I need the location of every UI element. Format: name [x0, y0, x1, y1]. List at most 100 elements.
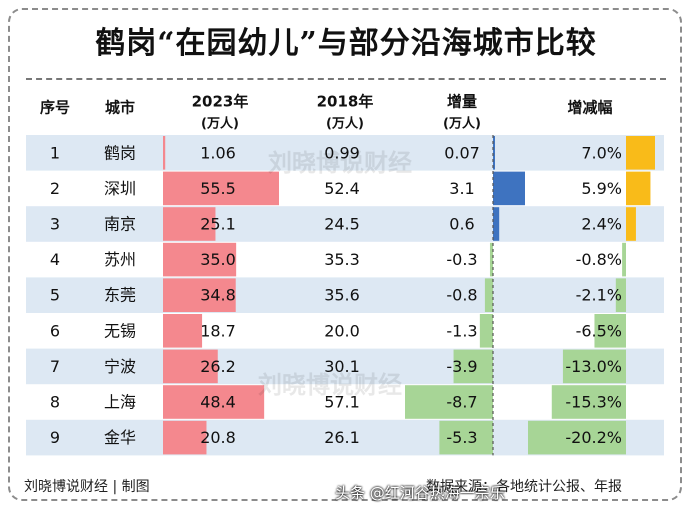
cell-index: 9: [50, 428, 60, 447]
bar-change: [493, 207, 500, 241]
cell-index: 2: [50, 179, 60, 198]
bar-rate: [626, 171, 651, 206]
bar-rate: [615, 278, 626, 312]
bar-rate: [626, 207, 636, 241]
bar-change: [439, 420, 493, 455]
footer-source: 数据来源：各地统计公报、年报: [426, 479, 622, 495]
bar-2023: [163, 207, 216, 241]
cell-rate: 7.0%: [581, 143, 622, 162]
page-title: 鹤岗“在园幼儿”与部分沿海城市比较: [95, 26, 597, 61]
cell-2023: 25.1: [200, 215, 236, 234]
cell-city: 东莞: [104, 286, 136, 305]
cell-2018: 24.5: [324, 215, 360, 234]
cell-city: 深圳: [104, 179, 136, 198]
cell-2023: 55.5: [200, 179, 236, 198]
header-index: 序号: [40, 99, 70, 117]
bar-2023: [163, 136, 166, 170]
cell-2018: 30.1: [324, 357, 360, 376]
cell-2018: 52.4: [324, 179, 360, 198]
cell-city: 宁波: [104, 357, 136, 376]
cell-2023: 20.8: [200, 428, 236, 447]
cell-2023: 18.7: [200, 321, 236, 340]
bar-change: [405, 385, 493, 419]
cell-rate: -20.2%: [565, 428, 622, 447]
header-2023: 2023年: [192, 93, 249, 111]
row-background: [26, 206, 664, 242]
cell-rate: -6.5%: [576, 321, 622, 340]
cell-rate: -15.3%: [565, 393, 622, 412]
cell-2018: 20.0: [324, 321, 360, 340]
bar-2023: [163, 242, 237, 277]
bar-change: [453, 349, 493, 384]
bar-2023: [163, 314, 203, 348]
cell-rate: -2.1%: [576, 286, 622, 305]
header-2018: 2018年: [317, 93, 374, 111]
cell-2023: 48.4: [200, 393, 236, 412]
bar-change: [493, 171, 525, 206]
cell-change: -0.8: [446, 286, 477, 305]
cell-city: 鹤岗: [104, 143, 136, 162]
cell-change: -1.3: [446, 321, 477, 340]
bar-2023: [163, 171, 279, 206]
cell-rate: 2.4%: [581, 215, 622, 234]
bar-2023: [163, 278, 236, 312]
cell-city: 南京: [104, 215, 136, 234]
cell-index: 8: [50, 393, 60, 412]
bar-rate: [551, 385, 626, 419]
header-change: 增量: [447, 93, 477, 111]
cell-change: 0.6: [449, 215, 474, 234]
cell-change: 0.07: [444, 143, 480, 162]
footer-credit: 刘晓博说财经 | 制图: [24, 479, 150, 495]
row-background: [26, 348, 664, 385]
header-2018-unit: (万人): [326, 116, 364, 132]
cell-2023: 34.8: [200, 286, 236, 305]
watermark-text: 刘晓博说财经: [268, 149, 412, 177]
cell-change: -3.9: [446, 357, 477, 376]
bar-2023: [163, 385, 265, 419]
bar-2023: [163, 420, 207, 455]
bar-rate: [594, 314, 626, 348]
cell-2018: 0.99: [324, 143, 360, 162]
bar-rate: [626, 136, 655, 170]
bar-change: [479, 314, 493, 348]
cell-rate: -0.8%: [576, 250, 622, 269]
bar-change: [484, 278, 493, 312]
cell-change: -0.3: [446, 250, 477, 269]
cell-index: 5: [50, 286, 60, 305]
cell-index: 1: [50, 143, 60, 162]
title-divider: [26, 78, 666, 80]
card-frame: [8, 8, 682, 501]
header-city: 城市: [105, 99, 135, 117]
cell-change: -5.3: [446, 428, 477, 447]
cell-2018: 35.6: [324, 286, 360, 305]
bar-change: [493, 136, 495, 170]
cell-index: 3: [50, 215, 60, 234]
cell-2023: 1.06: [200, 143, 236, 162]
header-change-unit: (万人): [443, 116, 481, 132]
bar-rate: [528, 420, 626, 455]
cell-2018: 26.1: [324, 428, 360, 447]
cell-city: 上海: [104, 393, 136, 412]
cell-index: 4: [50, 250, 60, 269]
row-background: [26, 277, 664, 313]
cell-index: 6: [50, 321, 60, 340]
cell-2023: 26.2: [200, 357, 236, 376]
bar-2023: [163, 349, 218, 384]
cell-city: 无锡: [104, 321, 136, 340]
cell-2018: 35.3: [324, 250, 360, 269]
cell-2018: 57.1: [324, 393, 360, 412]
cell-change: 3.1: [449, 179, 474, 198]
cell-2023: 35.0: [200, 250, 236, 269]
cell-city: 苏州: [104, 250, 136, 269]
watermark-text: 刘晓博说财经: [258, 371, 402, 399]
platform-watermark: 头条 @红河谷热海一宗乐: [335, 484, 505, 502]
cell-change: -8.7: [446, 393, 477, 412]
bar-change: [489, 242, 493, 277]
header-rate: 增减幅: [567, 99, 612, 117]
bar-rate: [562, 349, 626, 384]
cell-rate: 5.9%: [581, 179, 622, 198]
header-2023-unit: (万人): [201, 116, 239, 132]
row-background: [26, 135, 664, 171]
cell-rate: -13.0%: [565, 357, 622, 376]
